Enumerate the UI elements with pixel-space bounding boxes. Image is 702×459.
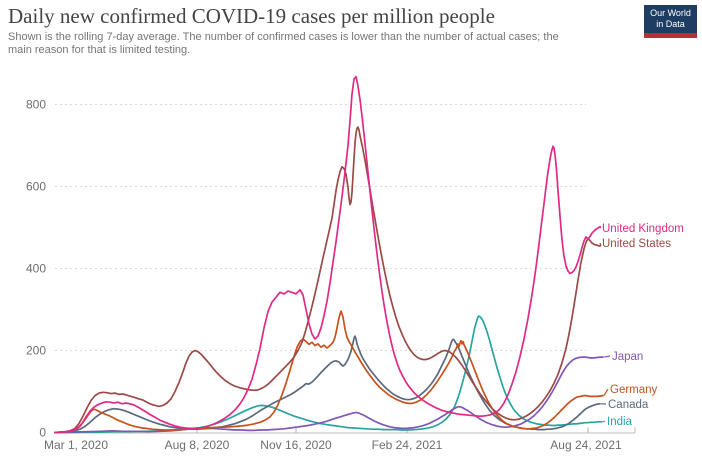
y-axis-label-0: 0 [39,426,46,440]
legend-label-united-kingdom[interactable]: United Kingdom [602,223,684,235]
y-axis-label-400: 400 [26,262,46,276]
series-line-united-states[interactable] [54,126,601,434]
chart-subtitle-line1: Shown is the rolling 7-day average. The … [8,31,559,43]
y-axis-label-600: 600 [26,180,46,194]
owid-logo[interactable]: Our World in Data [644,5,697,38]
legend-label-united-states[interactable]: United States [602,238,671,250]
series-line-united-kingdom[interactable] [54,75,601,434]
chart-title: Daily new confirmed COVID-19 cases per m… [8,4,495,28]
legend-leader-india [602,420,606,423]
legend-leader-united-kingdom [599,226,602,229]
legend-label-india[interactable]: India [607,416,633,428]
legend-label-canada[interactable]: Canada [608,399,649,411]
legend-leader-united-states [599,242,602,247]
x-axis-label-feb-24-2021: Feb 24, 2021 [372,438,443,452]
series-line-japan[interactable] [54,356,604,434]
x-axis-label-mar-1-2020: Mar 1, 2020 [44,438,108,452]
owid-logo-line2: in Data [656,19,685,29]
x-axis-label-nov-16-2020: Nov 16, 2020 [260,438,332,452]
y-axis-label-800: 800 [26,98,46,112]
owid-logo-box: Our World in Data [644,5,697,33]
legend-leader-japan [603,355,611,358]
legend-leader-germany [603,388,609,396]
series-line-germany[interactable] [54,310,604,434]
owid-logo-line1: Our World [650,8,691,18]
chart-subtitle: Shown is the rolling 7-day average. The … [8,31,608,57]
owid-logo-stripe [644,33,697,38]
x-axis-label-aug-8-2020: Aug 8, 2020 [165,438,230,452]
series-line-india[interactable] [54,315,603,434]
chart-subtitle-line2: main reason for that is limited testing. [8,44,191,56]
y-axis-label-200: 200 [26,344,46,358]
x-axis-label-aug-24-2021: Aug 24, 2021 [550,438,622,452]
legend-label-germany[interactable]: Germany [610,384,658,396]
legend-label-japan[interactable]: Japan [612,351,643,363]
